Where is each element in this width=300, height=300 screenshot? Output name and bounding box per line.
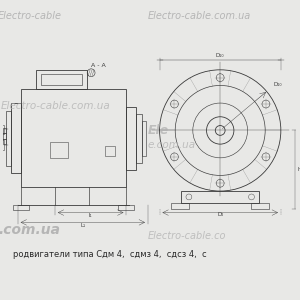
Bar	[3, 128, 6, 144]
Text: .com.ua: .com.ua	[0, 223, 60, 237]
Text: D₂: D₂	[217, 212, 224, 217]
Text: родвигатели типа Сдм 4,  сдмз 4,  сдсз 4,  с: родвигатели типа Сдм 4, сдмз 4, сдсз 4, …	[13, 250, 206, 259]
Bar	[126, 107, 136, 170]
Text: D₁₀: D₁₀	[216, 53, 224, 58]
Bar	[181, 191, 259, 203]
Text: A - A: A - A	[91, 63, 105, 68]
Text: h: h	[298, 167, 300, 172]
Text: L₁: L₁	[80, 223, 86, 228]
Text: Electro-cable.com.ua: Electro-cable.com.ua	[148, 11, 251, 21]
Bar	[41, 74, 82, 85]
Bar	[13, 205, 28, 210]
Bar	[118, 205, 134, 210]
Bar	[251, 203, 269, 209]
Text: Electro-cable.co: Electro-cable.co	[148, 231, 226, 241]
Text: Ele: Ele	[148, 124, 169, 137]
Bar	[105, 146, 115, 156]
Bar	[6, 111, 11, 166]
Text: Electro-cable: Electro-cable	[0, 11, 62, 21]
Bar	[136, 114, 142, 163]
Bar	[11, 103, 21, 173]
Text: Electro-cable.com.ua: Electro-cable.com.ua	[1, 101, 111, 111]
Text: l₁: l₁	[89, 214, 92, 218]
Bar	[142, 121, 146, 156]
Bar	[0, 124, 4, 134]
Bar	[50, 142, 68, 158]
Text: D₁₀: D₁₀	[273, 82, 282, 87]
Bar	[171, 203, 189, 209]
Text: e.com.ua: e.com.ua	[148, 140, 196, 150]
Bar	[36, 70, 87, 89]
Bar	[21, 89, 126, 187]
Bar	[0, 140, 4, 150]
